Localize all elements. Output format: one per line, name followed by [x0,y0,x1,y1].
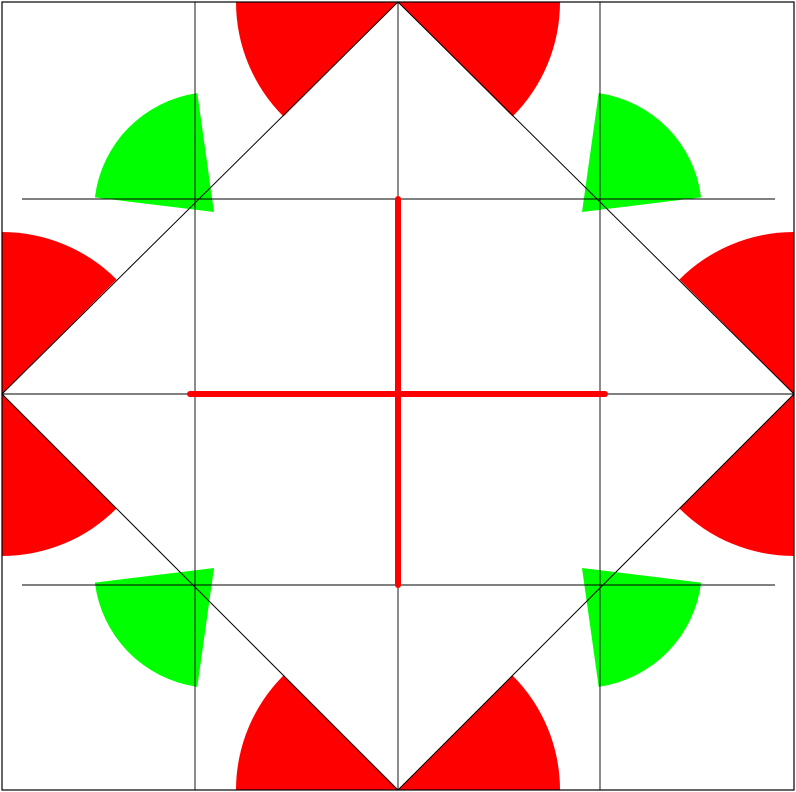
red-sector-bottom-right [398,675,560,790]
red-sector-right-top [679,232,794,394]
green-sector-bottom-right [582,568,702,687]
red-sector-top-right [398,2,560,117]
red-sector-top-left [236,2,398,117]
green-sector-top-right [582,93,702,212]
red-sector-bottom-left [236,675,398,790]
red-sector-right-bottom [679,394,794,556]
axes [187,196,608,588]
green-sector-top-left [94,93,214,212]
red-sector-left-bottom [2,394,117,556]
green-sector-bottom-left [94,568,214,687]
red-sector-left-top [2,232,117,394]
